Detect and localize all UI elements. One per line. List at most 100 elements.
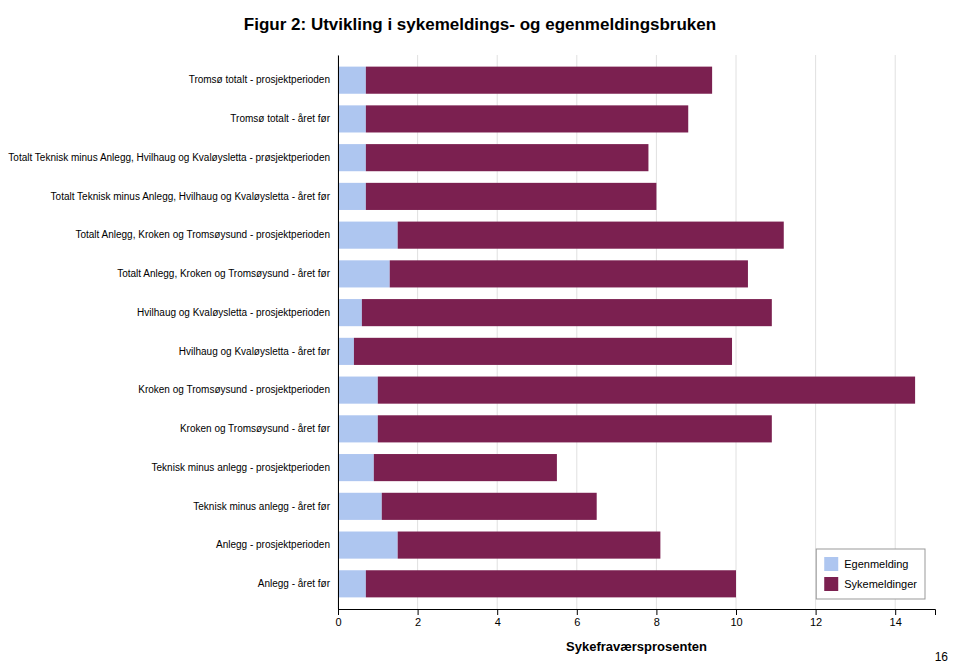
tick: 14 <box>890 609 902 628</box>
legend-item: Sykemeldinger <box>824 577 917 591</box>
bar <box>366 570 736 597</box>
bar <box>338 183 366 210</box>
tick-mark <box>418 609 419 615</box>
chart: 0 2 4 6 8 10 12 14 Tromsø totalt - prosjektperio… <box>0 0 960 669</box>
title: Figur 2: Utvikling i sykemeldings- og eg… <box>244 15 716 34</box>
tick-label: Tromsø totalt - prosjektperioden <box>189 74 330 85</box>
bar <box>338 377 378 404</box>
tick-label: Hvilhaug og Kvaløysletta - prosjektperio… <box>137 307 330 318</box>
tick-label: Totalt Anlegg, Kroken og Tromsøysund - p… <box>75 229 330 240</box>
tick: 8 <box>654 609 660 628</box>
grid-line <box>576 55 577 609</box>
tick-label: Totalt Anlegg, Kroken og Tromsøysund - å… <box>117 268 331 279</box>
bar <box>338 67 366 94</box>
x-label: Sykefraværsprosenten <box>566 639 707 654</box>
legend-swatch <box>824 557 838 571</box>
bar <box>374 454 557 481</box>
tick: 4 <box>495 609 501 628</box>
legend: Egenmelding Sykemeldinger <box>816 549 925 599</box>
tick-mark <box>736 609 737 615</box>
grid-line <box>417 55 418 609</box>
bar <box>366 67 712 94</box>
tick: 10 <box>730 609 742 628</box>
bars <box>338 67 915 598</box>
bar <box>338 570 366 597</box>
bar <box>338 260 390 287</box>
x-axis: 0 2 4 6 8 10 12 14 <box>335 609 935 628</box>
legend-item: Egenmelding <box>824 557 908 571</box>
tick: Tromsø totalt - året før <box>230 113 330 124</box>
tick: 0 <box>335 609 341 628</box>
bar <box>362 299 772 326</box>
bar <box>366 183 657 210</box>
tick: Totalt Teknisk minus Anlegg, Hvilhaug og… <box>51 191 331 202</box>
bar <box>378 377 915 404</box>
tick-mark <box>497 609 498 615</box>
annotation: 16 <box>935 650 949 664</box>
bar <box>338 454 374 481</box>
bar <box>338 222 398 249</box>
bar <box>338 338 354 365</box>
tick: Tromsø totalt - prosjektperioden <box>189 74 330 85</box>
legend-swatch <box>824 577 838 591</box>
tick: Anlegg - året før <box>258 578 331 589</box>
bar <box>338 144 366 171</box>
bar <box>382 493 597 520</box>
tick-mark <box>895 609 896 615</box>
bar <box>398 532 661 559</box>
legend-frame <box>816 549 925 599</box>
tick: Kroken og Tromsøysund - prosjektperioden <box>138 384 330 395</box>
grid-line <box>895 55 896 609</box>
tick-label: 8 <box>654 616 660 628</box>
tick-label: Anlegg - året før <box>258 578 331 589</box>
axis-line <box>338 56 339 610</box>
tick-label: 12 <box>810 616 822 628</box>
bar <box>390 260 748 287</box>
tick: Kroken og Tromsøysund - året før <box>180 423 331 434</box>
plot: 0 2 4 6 8 10 12 14 Tromsø totalt - prosjektperio… <box>8 55 935 628</box>
tick-label: 2 <box>415 616 421 628</box>
bar <box>338 299 362 326</box>
tick: Hvilhaug og Kvaløysletta - prosjektperio… <box>137 307 330 318</box>
bar <box>366 105 688 132</box>
tick: 6 <box>574 609 580 628</box>
tick: Totalt Anlegg, Kroken og Tromsøysund - å… <box>117 268 331 279</box>
grid-line <box>656 55 657 609</box>
bar <box>338 105 366 132</box>
tick-label: 14 <box>890 616 902 628</box>
tick-mark <box>577 609 578 615</box>
grid <box>338 55 895 609</box>
tick-mark <box>656 609 657 615</box>
tick-label: Totalt Teknisk minus Anlegg, Hvilhaug og… <box>8 152 330 163</box>
series <box>354 67 915 598</box>
bar <box>354 338 732 365</box>
tick-mark <box>816 609 817 615</box>
bar <box>338 493 382 520</box>
tick: Hvilhaug og Kvaløysletta - året før <box>179 346 331 357</box>
legend-label: Sykemeldinger <box>844 578 917 590</box>
bar <box>378 415 772 442</box>
tick: 12 <box>810 609 822 628</box>
tick: Teknisk minus anlegg - prosjektperioden <box>152 462 330 473</box>
tick-label: Hvilhaug og Kvaløysletta - året før <box>179 346 331 357</box>
tick: Teknisk minus anlegg - året før <box>193 501 330 512</box>
tick: 2 <box>415 609 421 628</box>
tick: Anlegg - prosjektperioden <box>216 539 330 550</box>
tick-label: Tromsø totalt - året før <box>230 113 330 124</box>
bar <box>338 532 398 559</box>
tick-label: Teknisk minus anlegg - prosjektperioden <box>152 462 330 473</box>
tick-label: Teknisk minus anlegg - året før <box>193 501 330 512</box>
tick-label: Kroken og Tromsøysund - året før <box>180 423 331 434</box>
bar <box>366 144 649 171</box>
grid-line <box>815 55 816 609</box>
grid-line <box>736 55 737 609</box>
tick-label: Totalt Teknisk minus Anlegg, Hvilhaug og… <box>51 191 331 202</box>
grid-line <box>338 55 339 609</box>
tick: Totalt Anlegg, Kroken og Tromsøysund - p… <box>75 229 330 240</box>
tick-label: 6 <box>574 616 580 628</box>
tick-label: Kroken og Tromsøysund - prosjektperioden <box>138 384 330 395</box>
legend-label: Egenmelding <box>844 558 908 570</box>
tick-mark <box>338 609 339 615</box>
tick-label: Anlegg - prosjektperioden <box>216 539 330 550</box>
tick: Totalt Teknisk minus Anlegg, Hvilhaug og… <box>8 152 330 163</box>
